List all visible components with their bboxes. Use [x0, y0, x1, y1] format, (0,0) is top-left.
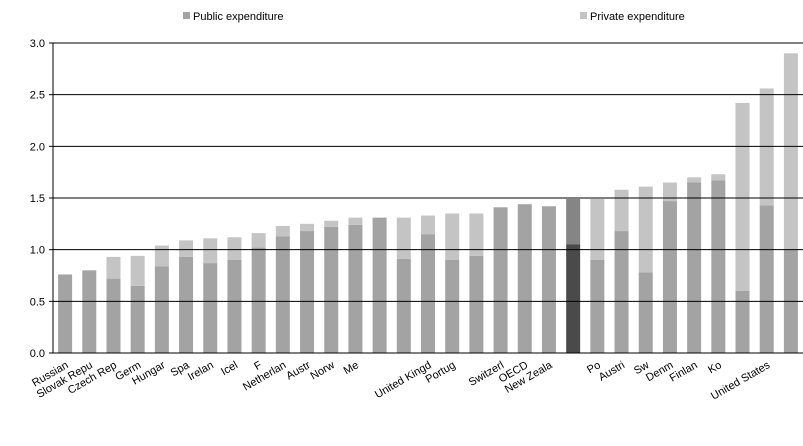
bar-segment — [275, 236, 290, 353]
bar-segment — [203, 238, 218, 264]
x-tick-label: United Kingd — [373, 359, 434, 401]
y-tick-label: 0.0 — [30, 348, 45, 360]
bar-segment — [517, 204, 532, 353]
legend-swatch — [580, 12, 587, 19]
bar-segment — [106, 278, 121, 353]
bar-segment — [300, 231, 315, 353]
bar-segment — [396, 258, 411, 353]
bar-segment — [469, 255, 484, 353]
bar-segment — [154, 266, 169, 353]
bar-segment — [179, 256, 194, 353]
bar-segment — [227, 237, 242, 260]
bar-segment — [179, 240, 194, 257]
bar-segment — [783, 53, 798, 250]
bar-segment — [662, 201, 677, 353]
y-tick-label: 1.0 — [30, 245, 45, 257]
bar-segment — [227, 260, 242, 353]
bar-segment — [130, 285, 145, 353]
bar-segment — [106, 256, 121, 279]
bar-segment — [566, 199, 581, 245]
bar-segment — [638, 272, 653, 353]
x-tick-label: Irelan — [186, 359, 216, 383]
bar-segment — [58, 274, 73, 353]
x-tick-label: Netherlan — [241, 359, 288, 393]
bar-segment — [687, 182, 702, 353]
bar-segment — [469, 213, 484, 256]
bar-segment — [130, 255, 145, 286]
bar-segment — [348, 217, 363, 225]
bar-segment — [396, 217, 411, 259]
x-tick-label: Icel — [219, 359, 240, 378]
y-tick-label: 2.5 — [30, 90, 45, 102]
bar-segment — [154, 245, 169, 267]
bar-segment — [687, 177, 702, 183]
y-tick-label: 2.0 — [30, 141, 45, 153]
legend-label: Private expenditure — [590, 11, 685, 23]
bar-segment — [590, 199, 605, 260]
bar-segment — [759, 88, 774, 206]
x-tick-label: Ko — [706, 359, 724, 376]
bar-segment — [614, 231, 629, 353]
bar-segment — [735, 102, 750, 291]
bar-segment — [324, 226, 339, 353]
bar-segment — [445, 213, 460, 260]
x-tick-label: Po — [585, 359, 603, 376]
y-tick-label: 1.5 — [30, 193, 45, 205]
y-tick-label: 0.5 — [30, 296, 45, 308]
bar-segment — [493, 207, 508, 353]
bar-segment — [251, 247, 266, 353]
bar-segment — [82, 270, 97, 353]
bar-segment — [541, 206, 556, 353]
bar-segment — [324, 220, 339, 227]
legend-swatch — [183, 12, 190, 19]
x-tick-label: Finlan — [668, 359, 700, 384]
bar-segment — [735, 291, 750, 353]
bar-segment — [590, 260, 605, 353]
bar-segment — [421, 234, 435, 353]
legend-label: Public expenditure — [193, 11, 284, 23]
bar-segment — [445, 260, 460, 353]
bar-segment — [759, 205, 774, 353]
bar-segment — [638, 186, 653, 273]
bar-segment — [203, 263, 218, 353]
bar-segment — [421, 215, 435, 235]
bar-segment — [566, 244, 581, 353]
bar-segment — [348, 224, 363, 353]
x-tick-label: Austr — [284, 359, 313, 382]
bar-segment — [711, 174, 726, 181]
bar-segment — [300, 223, 315, 232]
bar-segment — [372, 217, 387, 353]
bar-segment — [251, 233, 266, 248]
bar-segment — [662, 182, 677, 202]
bar-segment — [711, 180, 726, 353]
x-tick-label: Norw — [308, 359, 336, 382]
y-tick-label: 3.0 — [30, 38, 45, 50]
bar-segment — [614, 189, 629, 232]
x-tick-label: Austri — [597, 359, 627, 383]
x-tick-label: Me — [342, 359, 361, 377]
bar-segment — [275, 225, 290, 237]
